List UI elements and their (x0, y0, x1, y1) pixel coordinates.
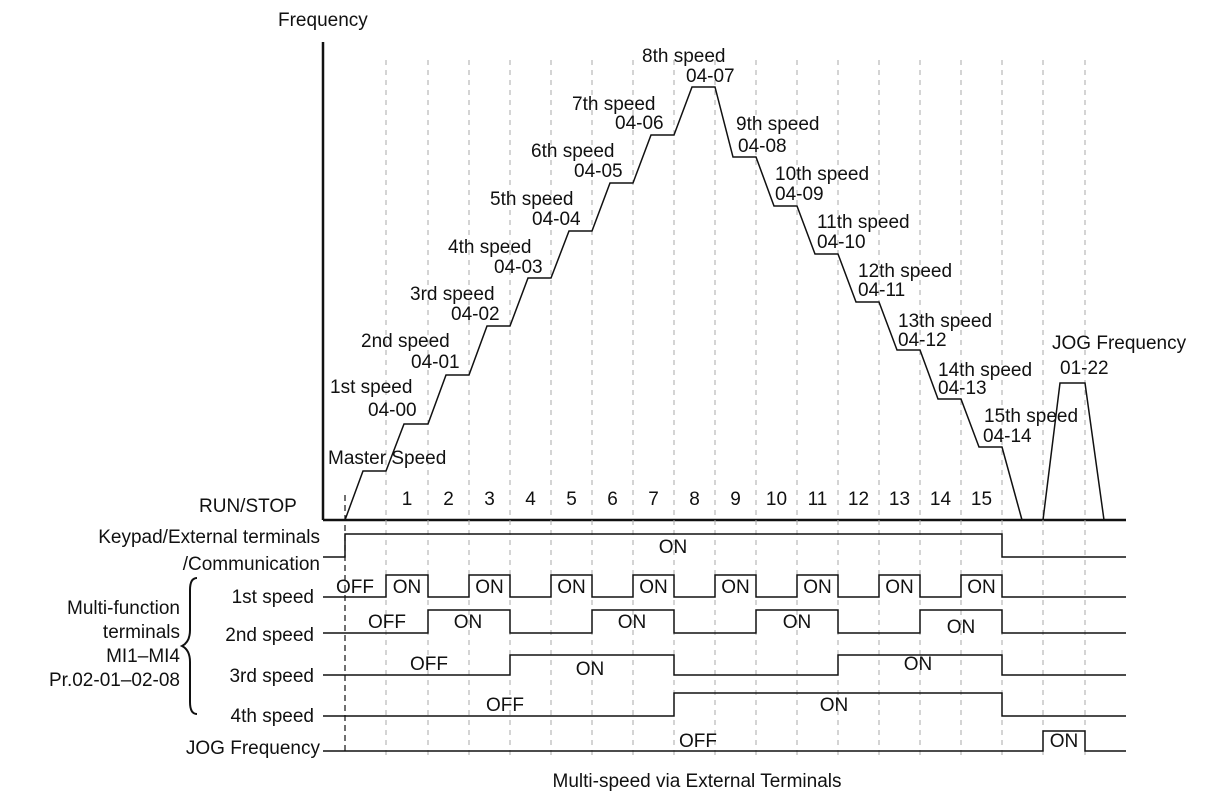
jog-frequency-param: 01-22 (1060, 358, 1109, 379)
speed3-waveform (323, 654, 1126, 676)
step-number: 3 (484, 489, 495, 510)
speed4-waveform (323, 692, 1126, 717)
speed-level-name: 5th speed (490, 189, 573, 210)
terminal-group-brace (179, 577, 198, 715)
speed-level-name: 4th speed (448, 237, 531, 258)
step-number: 12 (848, 489, 869, 510)
mf-terminals-label-1: Multi-function (67, 598, 180, 619)
step-number: 8 (689, 489, 700, 510)
signal-state-label: OFF (336, 577, 374, 598)
speed-level-param: 04-01 (411, 352, 460, 373)
signal-state-label: OFF (486, 695, 524, 716)
step-number: 14 (930, 489, 952, 510)
step-number: 1 (402, 489, 413, 510)
signal-state-label: ON (1050, 731, 1079, 752)
speed-level-name: 1st speed (330, 377, 412, 398)
speed-level-name: 12th speed (858, 261, 952, 282)
step-number: 11 (808, 489, 828, 510)
signal-state-label: ON (885, 577, 914, 598)
step-number: 15 (971, 489, 992, 510)
speed-level-param: 04-06 (615, 113, 664, 134)
signal-state-label: ON (820, 695, 849, 716)
signal-state-label: OFF (410, 654, 448, 675)
speed-level-param: 04-13 (938, 378, 987, 399)
signal-state-label: ON (557, 577, 586, 598)
run-stop-label: RUN/STOP (199, 496, 297, 517)
mf-terminals-label-2: terminals (103, 622, 180, 643)
signal-state-label: ON (475, 577, 504, 598)
signal-state-label: ON (454, 612, 483, 633)
signal-state-label: OFF (679, 731, 717, 752)
step-number: 6 (607, 489, 618, 510)
signal-state-label: ON (639, 577, 668, 598)
speed-level-name: 9th speed (736, 114, 819, 135)
mf-terminals-label-3: MI1–MI4 (106, 646, 180, 667)
signal-state-label: ON (576, 659, 605, 680)
signal-state-label: ON (783, 612, 812, 633)
jog-signal-label: JOG Frequency (186, 738, 321, 759)
signal-state-label: ON (618, 612, 647, 633)
keypad-signal-label-1: Keypad/External terminals (98, 527, 320, 548)
frequency-profile-line (344, 86, 1023, 521)
step-number: 9 (730, 489, 741, 510)
mf-terminals-label-4: Pr.02-01–02-08 (49, 670, 180, 691)
y-axis-label: Frequency (278, 10, 368, 31)
speed-level-param: 04-11 (858, 280, 905, 301)
speed-level-param: 04-08 (738, 136, 787, 157)
speed2-waveform (323, 609, 1126, 634)
step-labels: 1 2 3 4 5 6 7 8 9 10 11 12 13 14 15 (402, 489, 992, 510)
step-number: 13 (889, 489, 910, 510)
speed-level-param: 04-07 (686, 66, 735, 87)
signal-state-label: ON (659, 537, 688, 558)
signal-state-label: ON (721, 577, 750, 598)
speed3-signal-label: 3rd speed (229, 666, 314, 687)
signal-waveforms (323, 533, 1126, 752)
master-speed-label: Master Speed (328, 448, 446, 469)
step-number: 4 (525, 489, 536, 510)
grid-lines (344, 60, 1086, 755)
speed-level-name: 6th speed (531, 141, 614, 162)
speed-level-name: 10th speed (775, 164, 869, 185)
signal-state-labels: ON OFF ON ON ON ON ON ON ON ON OFF ON ON ON ON OFF ON ON O… (336, 537, 1078, 752)
speed-level-name: 3rd speed (410, 284, 495, 305)
signal-state-label: ON (393, 577, 422, 598)
step-number: 10 (766, 489, 787, 510)
speed-level-name: 13th speed (898, 311, 992, 332)
step-number: 5 (566, 489, 577, 510)
speed-level-param: 04-09 (775, 184, 824, 205)
keypad-signal-waveform (323, 533, 1126, 558)
keypad-signal-label-2: /Communication (183, 554, 320, 575)
jog-profile-line (1042, 382, 1105, 521)
signal-state-label: OFF (368, 612, 406, 633)
jog-frequency-name: JOG Frequency (1052, 333, 1187, 354)
speed1-signal-label: 1st speed (232, 587, 314, 608)
speed4-signal-label: 4th speed (231, 706, 314, 727)
figure-caption: Multi-speed via External Terminals (553, 771, 842, 792)
speed-level-param: 04-02 (451, 304, 500, 325)
signal-state-label: ON (967, 577, 996, 598)
speed-level-param: 04-10 (817, 232, 866, 253)
step-number: 2 (443, 489, 454, 510)
speed-level-name: 8th speed (642, 46, 725, 67)
speed-level-name: 7th speed (572, 94, 655, 115)
signal-state-label: ON (904, 654, 933, 675)
speed-level-name: 14th speed (938, 360, 1032, 381)
speed-level-param: 04-14 (983, 426, 1032, 447)
speed-level-name: 11th speed (817, 212, 910, 233)
signal-state-label: ON (803, 577, 832, 598)
speed-level-param: 04-04 (532, 209, 581, 230)
speed-level-param: 04-00 (368, 400, 417, 421)
speed-level-name: 2nd speed (361, 331, 450, 352)
jog-signal-waveform (323, 730, 1126, 752)
step-number: 7 (648, 489, 659, 510)
speed1-waveform (323, 574, 1126, 598)
signal-state-label: ON (947, 617, 976, 638)
speed-level-name: 15th speed (984, 406, 1078, 427)
speed-level-param: 04-12 (898, 330, 947, 351)
speed-level-param: 04-03 (494, 257, 543, 278)
speed2-signal-label: 2nd speed (225, 625, 314, 646)
speed-level-param: 04-05 (574, 161, 623, 182)
